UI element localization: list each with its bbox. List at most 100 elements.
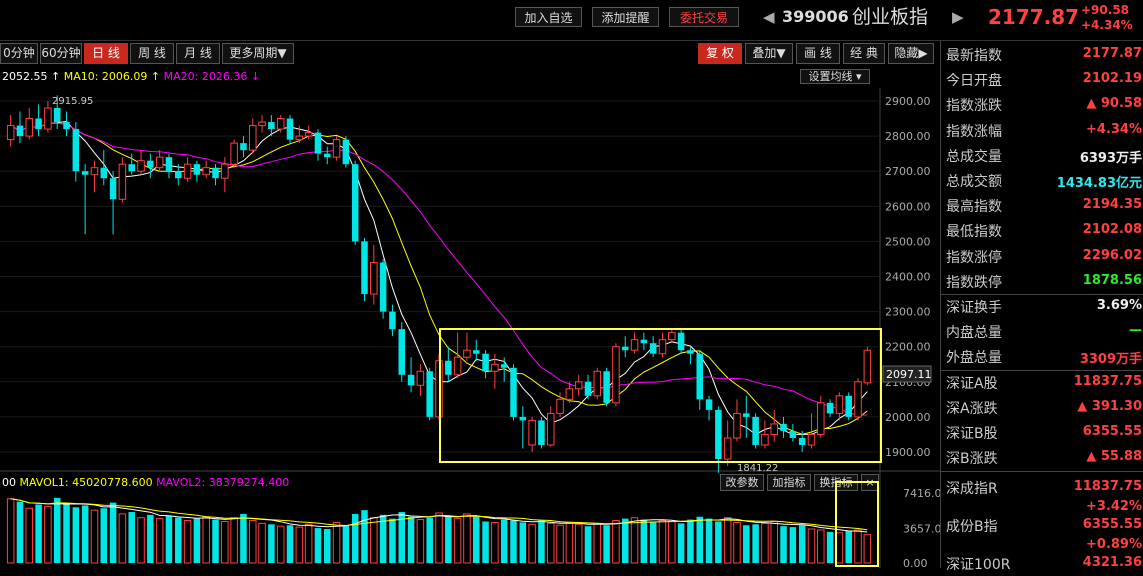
candle-body: [175, 171, 182, 179]
volume-bar: [72, 507, 80, 563]
kline-chart[interactable]: 2900.00 2800.00 2700.00 2600.00 2500.00 2400.…: [0, 0, 940, 568]
change-absolute: +90.58: [1081, 3, 1130, 17]
volume-bar: [118, 513, 127, 564]
candle-body: [491, 363, 499, 372]
volume-bar: [780, 526, 787, 563]
add-indicator-button[interactable]: 加指标: [767, 474, 811, 491]
szci-pct-row: +3.42%: [941, 495, 1143, 520]
volume-bar: [193, 518, 201, 563]
volume-bar: [44, 505, 52, 564]
add-alert-button[interactable]: 添加提醒: [592, 7, 659, 27]
volume-bar: [370, 517, 378, 564]
volume-bar: [249, 520, 257, 564]
quote-label: 深证换手: [946, 300, 1002, 316]
candle-body: [90, 167, 99, 176]
quote-value: 2102.08: [1082, 222, 1142, 238]
quote-sidebar: 最新指数 2177.87 今日开盘 2102.19 指数涨跌 ▲ 90.58 指数涨幅 +4.…: [940, 41, 1143, 573]
mavol1-value: MAVOL1: 45020778.600: [19, 476, 153, 489]
candle-body: [137, 160, 145, 172]
trade-button[interactable]: 委托交易: [669, 7, 739, 27]
next-arrow-icon[interactable]: ▶: [952, 8, 964, 26]
volume-bar: [100, 508, 108, 563]
candle-body: [100, 167, 108, 179]
candle-body: [546, 412, 555, 446]
volume-bar: [696, 516, 703, 563]
volume-bar: [528, 523, 536, 564]
add-to-watchlist-button[interactable]: 加入自选: [515, 7, 582, 27]
candle-body: [44, 107, 52, 130]
volume-bar: [752, 524, 759, 563]
price-tick-label: 2700.00: [885, 165, 931, 178]
overlay-button[interactable]: 叠加▼: [745, 43, 793, 64]
volume-bar: [658, 520, 667, 564]
tab-60min[interactable]: 60分钟: [40, 43, 82, 64]
candle-body: [593, 370, 602, 397]
volume-bar: [416, 519, 425, 564]
tab-weekly[interactable]: 周 线: [130, 43, 174, 64]
tab-more-periods[interactable]: 更多周期▼: [222, 43, 294, 64]
volume-bar: [510, 520, 517, 563]
candle-body: [770, 423, 778, 435]
hide-button[interactable]: 隐藏▶: [888, 43, 934, 64]
classic-button[interactable]: 经 典: [843, 43, 885, 64]
draw-line-button[interactable]: 画 线: [796, 43, 840, 64]
ma20-value: MA20: 2026.36: [163, 70, 248, 83]
volume-bar: [546, 522, 555, 564]
ma10-arrow: ↑: [150, 70, 161, 83]
price-tick-label: 2900.00: [885, 95, 931, 108]
volume-bar: [240, 513, 247, 563]
candle-body: [221, 163, 229, 179]
volume-bar: [175, 517, 182, 563]
quote-row: 指数跌停 1878.56: [941, 269, 1143, 294]
volume-bar: [276, 525, 285, 564]
volume-bar: [53, 497, 61, 563]
candle-body: [845, 395, 852, 417]
quote-label: 内盘总量: [946, 325, 1002, 342]
volume-bar: [212, 519, 219, 563]
quote-value: 1878.56: [1082, 272, 1142, 288]
candle-body: [268, 122, 275, 130]
b-index-row: 成份B指 6355.55: [941, 513, 1143, 538]
candle-body: [53, 108, 61, 123]
previous-arrow-icon[interactable]: ◀: [763, 8, 775, 26]
volume-bar: [835, 532, 844, 564]
szci-row: 深成指R 11837.75: [941, 475, 1143, 500]
volume-bar: [584, 526, 592, 563]
volume-bar: [314, 528, 322, 563]
quote-row: 内盘总量 —: [941, 319, 1143, 344]
set-ma-button[interactable]: 设置均线 ▾: [800, 69, 870, 84]
change-params-button[interactable]: 改参数: [720, 474, 764, 491]
volume-bar: [230, 517, 238, 564]
tab-monthly[interactable]: 月 线: [176, 43, 220, 64]
volume-bar: [640, 519, 648, 563]
volume-bar: [147, 514, 154, 563]
volume-bar: [268, 524, 275, 563]
quote-row: 最低指数 2102.08: [941, 218, 1143, 243]
volume-bar: [453, 518, 462, 564]
volume-bar: [445, 515, 452, 563]
volume-bar: [332, 521, 341, 564]
quote-value: ▲ 90.58: [1086, 96, 1142, 112]
candle-body: [351, 164, 359, 242]
candle-body: [118, 163, 127, 200]
volume-bar: [295, 526, 304, 564]
volume-bar: [668, 520, 676, 564]
ma10-value: MA10: 2006.09: [63, 70, 148, 83]
candle-body: [183, 163, 192, 179]
candle-body: [752, 416, 759, 445]
candle-body: [286, 118, 294, 140]
adjust-button[interactable]: 复 权: [698, 43, 742, 64]
quote-label: 指数涨幅: [946, 123, 1002, 140]
quote-label: 深证A股: [946, 375, 998, 392]
volume-bar: [81, 505, 89, 563]
tab-10min[interactable]: 0分钟: [0, 43, 38, 64]
candle-body: [323, 153, 331, 158]
tab-daily[interactable]: 日 线: [84, 43, 128, 64]
candle-body: [314, 132, 322, 154]
candle-body: [584, 381, 592, 396]
candle-body: [863, 349, 872, 384]
volume-bar: [304, 523, 313, 564]
volume-highlight-box: [835, 481, 879, 567]
quote-value: ▲ 391.30: [1077, 398, 1142, 414]
volume-bar: [630, 517, 639, 564]
